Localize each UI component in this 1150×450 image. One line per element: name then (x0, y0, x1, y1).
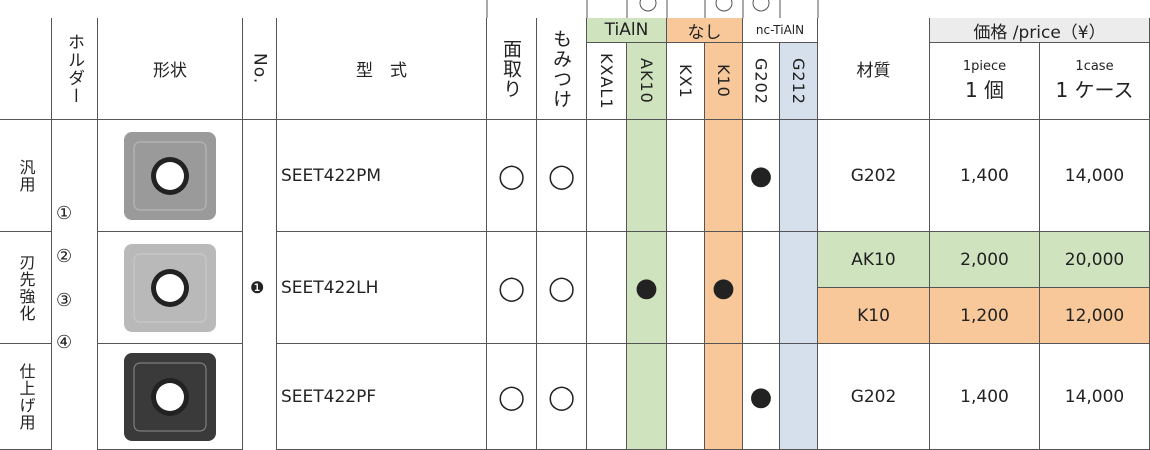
price-header: 価格 /price（¥） (930, 18, 1150, 43)
grade-cell: ● (627, 232, 667, 344)
grade-cell (587, 232, 627, 344)
holder-header: ホルダー (52, 18, 98, 120)
group-header: nc-TiAlN (743, 18, 818, 43)
unit-label: 1piece (962, 59, 1007, 74)
insert-image (124, 243, 216, 332)
group-header: TiAlN (587, 18, 667, 43)
blank-header (0, 18, 52, 120)
price-piece: 1,200 (930, 288, 1040, 344)
grade-header: KXAL1 (587, 43, 627, 120)
grade-cell (705, 344, 743, 450)
grade-header: G202 (743, 43, 780, 120)
counterbore-mark: ◯ (537, 120, 587, 232)
unit-label: 1case (1075, 59, 1114, 74)
material-header: 材質 (818, 18, 930, 120)
grade-cell (627, 344, 667, 450)
chamfer-mark: ◯ (487, 120, 537, 232)
price-case: 14,000 (1040, 344, 1150, 450)
material: AK10 (818, 232, 930, 288)
shape-header: 形状 (98, 18, 243, 120)
category: 刃先強化 (0, 232, 52, 344)
top-strip (486, 0, 819, 18)
price-piece: 1,400 (930, 120, 1040, 232)
material: G202 (818, 120, 930, 232)
group-header: なし (667, 18, 743, 43)
grade-cell (667, 232, 705, 344)
no-header: No. (243, 18, 277, 120)
material: G202 (818, 344, 930, 450)
insert-image (124, 352, 216, 441)
price-piece: 2,000 (930, 232, 1040, 288)
grade-cell (587, 344, 627, 450)
grade-header: G212 (780, 43, 818, 120)
grade-cell: ● (743, 344, 780, 450)
grade-cell (627, 120, 667, 232)
model: SEET422PM (277, 120, 487, 232)
category: 汎用 (0, 120, 52, 232)
grade-cell: ● (743, 120, 780, 232)
counterbore-mark: ◯ (537, 232, 587, 344)
holder-cell (52, 120, 98, 450)
holder-number: ④ (56, 332, 73, 353)
holder-number: ① (56, 203, 73, 224)
unit-label: 1 個 (964, 78, 1005, 102)
counterbore-mark: ◯ (537, 344, 587, 450)
grade-cell (780, 232, 818, 344)
grade-header: AK10 (627, 43, 667, 120)
grade-cell (667, 120, 705, 232)
chamfer-mark: ◯ (487, 232, 537, 344)
no-cell (243, 120, 277, 450)
insert-image (124, 131, 216, 220)
shape-cell (98, 344, 243, 450)
grade-cell (743, 232, 780, 344)
grade-cell (667, 344, 705, 450)
model-header: 型 式 (277, 18, 487, 120)
price-case: 14,000 (1040, 120, 1150, 232)
counterbore-header: もみつけ (537, 18, 587, 120)
unit-header: 1case 1 ケース (1040, 43, 1150, 120)
grade-cell: ● (705, 232, 743, 344)
unit-label: 1 ケース (1055, 78, 1134, 102)
grade-cell (705, 120, 743, 232)
grade-cell (780, 344, 818, 450)
category: 仕上げ用 (0, 344, 52, 450)
shape-cell (98, 232, 243, 344)
price-piece: 1,400 (930, 344, 1040, 450)
model: SEET422LH (277, 232, 487, 344)
price-case: 20,000 (1040, 232, 1150, 288)
material: K10 (818, 288, 930, 344)
chamfer-mark: ◯ (487, 344, 537, 450)
grade-header: KX1 (667, 43, 705, 120)
grade-cell (587, 120, 627, 232)
shape-cell (98, 120, 243, 232)
no-mark: ❶ (250, 278, 265, 297)
unit-header: 1piece 1 個 (930, 43, 1040, 120)
holder-number: ② (56, 246, 73, 267)
holder-number: ③ (56, 290, 73, 311)
grade-header: K10 (705, 43, 743, 120)
chamfer-header: 面取り (487, 18, 537, 120)
model: SEET422PF (277, 344, 487, 450)
price-case: 12,000 (1040, 288, 1150, 344)
grade-cell (780, 120, 818, 232)
